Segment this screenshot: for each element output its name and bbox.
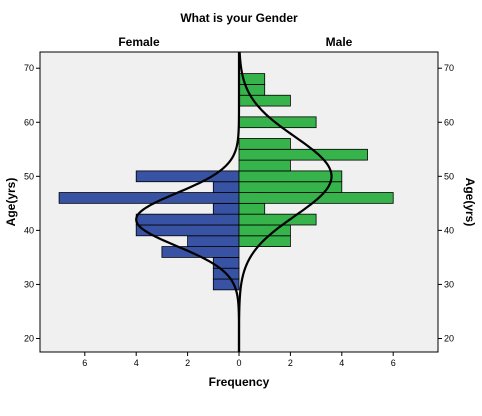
male-bar: [238, 192, 394, 204]
y-tick-label-right: 70: [444, 63, 454, 73]
male-bar: [238, 235, 291, 247]
male-bar: [238, 148, 368, 161]
male-bar: [238, 213, 317, 226]
panel-label-male: Male: [326, 35, 353, 49]
male-bar: [238, 116, 317, 129]
x-tick-label: 6: [82, 358, 87, 368]
female-normal-curve: [135, 52, 241, 352]
y-axis-label-left: Age(yrs): [4, 178, 18, 227]
male-bar: [238, 94, 291, 107]
normal-curves-group: [135, 51, 333, 353]
male-bar: [238, 138, 291, 150]
male-bar: [238, 159, 291, 172]
bars-group: [58, 73, 394, 291]
male-bar: [238, 84, 266, 96]
y-tick-label-right: 20: [444, 333, 454, 343]
female-bar: [212, 202, 240, 215]
y-tick-label-right: 30: [444, 279, 454, 289]
y-tick-label-left: 40: [24, 225, 34, 235]
female-bar: [187, 235, 240, 247]
y-tick-label-left: 20: [24, 333, 34, 343]
x-tick-label: 4: [339, 358, 344, 368]
y-tick-label-right: 50: [444, 171, 454, 181]
x-tick-label: 0: [236, 358, 241, 368]
x-axis-ticks: 0 2 2 4 4 6 6: [82, 352, 396, 368]
y-tick-label-left: 30: [24, 279, 34, 289]
y-tick-label-left: 70: [24, 63, 34, 73]
x-tick-label: 2: [288, 358, 293, 368]
x-tick-label: 2: [185, 358, 190, 368]
y-tick-label-left: 50: [24, 171, 34, 181]
panel-label-female: Female: [118, 35, 160, 49]
female-bar: [135, 213, 240, 226]
y-tick-label-left: 60: [24, 117, 34, 127]
y-axis-label-right: Age(yrs): [463, 178, 477, 227]
female-bar: [212, 181, 240, 193]
female-bar: [135, 170, 240, 183]
x-axis-label: Frequency: [209, 375, 270, 389]
male-normal-curve: [237, 51, 333, 353]
male-bar: [238, 202, 266, 215]
x-tick-label: 6: [391, 358, 396, 368]
x-tick-label: 4: [134, 358, 139, 368]
y-tick-label-right: 60: [444, 117, 454, 127]
male-bar: [238, 170, 343, 183]
female-bar: [58, 192, 240, 204]
y-tick-label-right: 40: [444, 225, 454, 235]
male-bar: [238, 224, 291, 237]
y-axis-ticks: 20 20 30 30 40 40 50 50 60 60 70 70: [24, 63, 454, 343]
chart-title: What is your Gender: [180, 11, 298, 25]
